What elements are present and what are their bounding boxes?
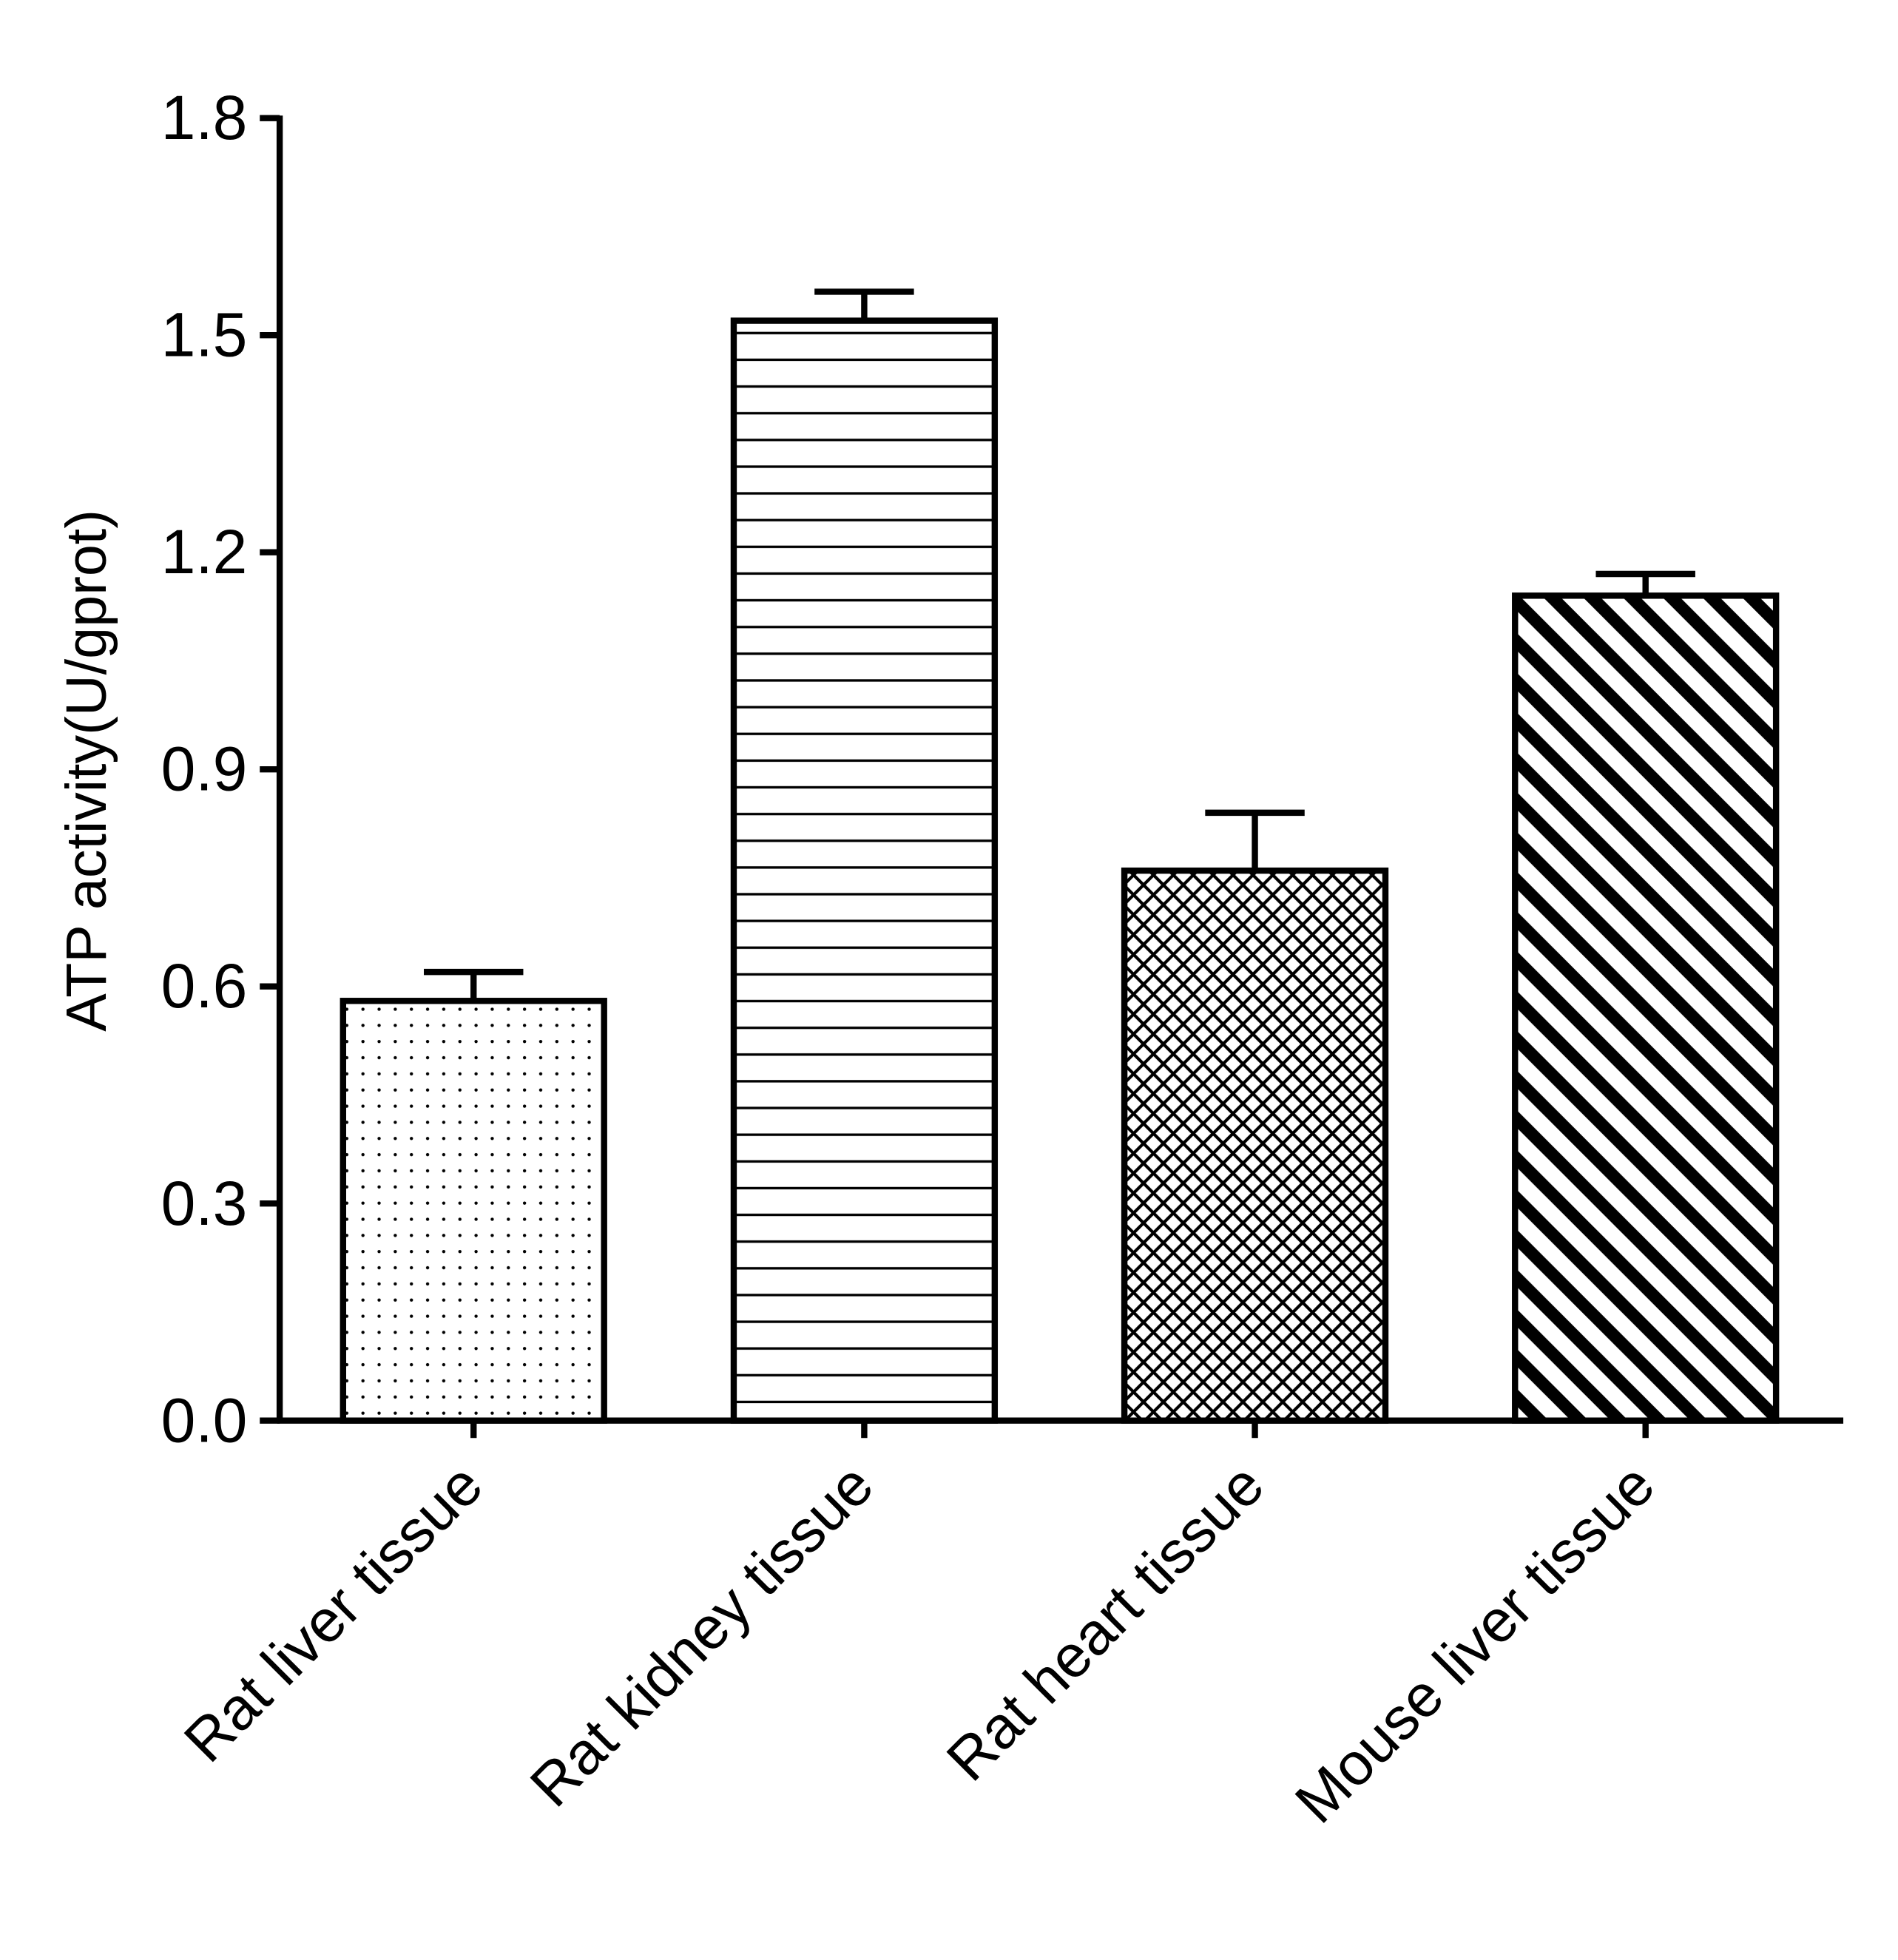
y-tick-label: 1.5 xyxy=(161,300,248,370)
bar xyxy=(1512,592,1780,1424)
bar xyxy=(1121,867,1389,1424)
y-tick-label: 0.9 xyxy=(161,734,248,804)
y-tick-label: 0.3 xyxy=(161,1169,248,1238)
y-axis-label: ATP activity(U/gprot) xyxy=(55,510,118,1032)
y-tick-label: 0.0 xyxy=(161,1385,248,1455)
x-tick-label: Rat liver tissue xyxy=(172,1451,496,1775)
y-tick-label: 1.2 xyxy=(161,517,248,587)
bar xyxy=(340,998,607,1424)
bar xyxy=(730,317,999,1424)
x-tick-label: Rat heart tissue xyxy=(934,1451,1277,1794)
x-tick-label: Rat kidney tissue xyxy=(518,1451,886,1819)
y-tick-label: 0.6 xyxy=(161,951,248,1021)
y-tick-label: 1.8 xyxy=(161,83,248,152)
x-tick-label: Mouse liver tissue xyxy=(1283,1451,1667,1836)
